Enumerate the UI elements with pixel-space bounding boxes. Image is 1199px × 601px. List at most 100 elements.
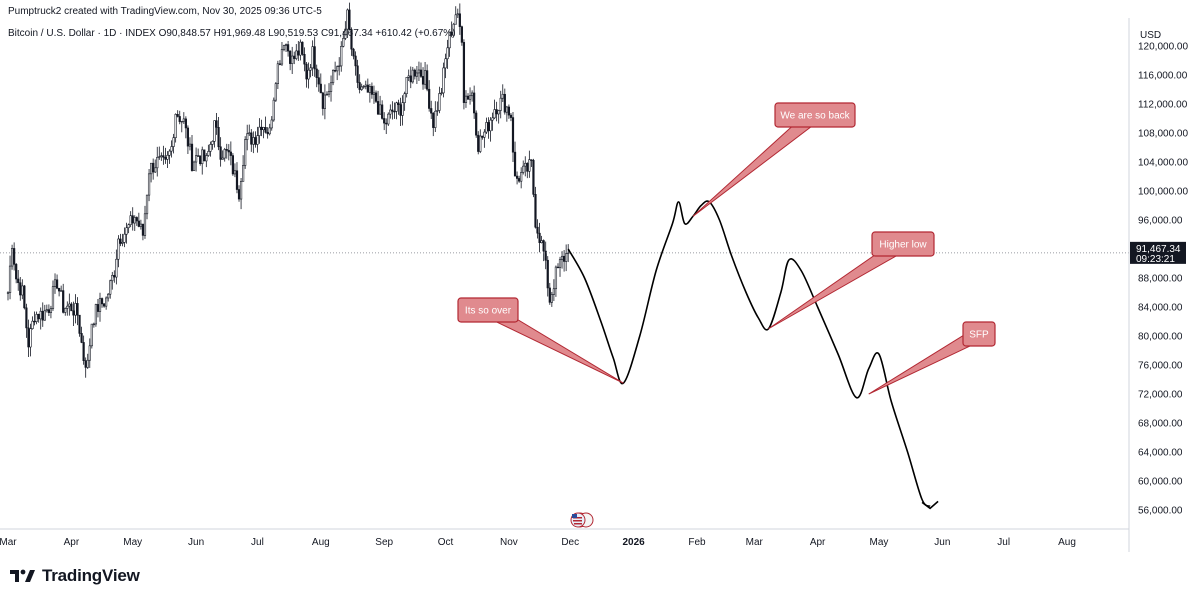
candle-body	[309, 67, 312, 71]
candle-body	[264, 127, 267, 133]
candle-body	[499, 97, 502, 111]
candle-body	[483, 131, 486, 138]
candle-body	[150, 162, 153, 175]
candle-body	[462, 42, 466, 103]
candle-body	[558, 259, 562, 268]
candle-body	[246, 133, 249, 140]
candle-body	[19, 282, 22, 296]
candle-body	[272, 99, 275, 121]
candle-body	[13, 248, 16, 265]
candle-body	[121, 242, 124, 244]
candle-body	[252, 137, 255, 145]
candle-body	[21, 285, 24, 296]
candle-body	[51, 286, 55, 309]
candle-body	[258, 126, 261, 136]
candle-body	[133, 217, 136, 224]
candle-body	[395, 102, 398, 112]
candle-body	[33, 320, 36, 323]
candle-body	[154, 167, 157, 173]
annotation-box	[871, 231, 935, 257]
candle-body	[10, 248, 14, 267]
candle-body	[560, 255, 564, 260]
price-axis-currency: USD	[1140, 30, 1161, 41]
candle-body	[411, 69, 414, 83]
candle-body	[299, 41, 302, 56]
candle-body	[542, 240, 545, 252]
candle-body	[530, 159, 533, 161]
x-tick-label: Nov	[500, 537, 518, 548]
candle-body	[546, 259, 549, 289]
candle-body	[540, 240, 543, 243]
candle-body	[534, 194, 537, 228]
candle-body	[442, 67, 445, 94]
annotation-callout[interactable]: SFP	[868, 321, 996, 395]
candle-body	[505, 106, 508, 113]
candle-body	[460, 26, 463, 43]
candle-body	[237, 189, 241, 200]
candle-body	[276, 63, 279, 84]
candle-body	[323, 94, 326, 109]
candle-body	[303, 54, 306, 65]
candle-body	[336, 66, 339, 72]
candle-body	[55, 279, 59, 289]
candle-body	[84, 360, 87, 368]
candle-body	[182, 118, 185, 122]
candle-body	[344, 28, 347, 39]
x-tick-label: May	[123, 537, 142, 548]
candle-body	[434, 110, 437, 128]
candle-body	[513, 151, 517, 177]
candle-body	[68, 303, 71, 307]
projection-path	[567, 200, 931, 508]
candle-body	[489, 119, 492, 132]
candle-body	[319, 83, 322, 94]
candle-body	[119, 238, 122, 244]
candle-body	[109, 280, 112, 295]
candle-body	[166, 154, 169, 160]
x-tick-label: Apr	[810, 537, 826, 548]
projection-arrowhead	[921, 500, 939, 510]
candle-body	[556, 266, 560, 269]
candle-body	[405, 77, 408, 95]
candle-body	[436, 110, 439, 112]
candle-body	[391, 109, 394, 112]
annotation-box	[962, 321, 996, 347]
candle-body	[356, 65, 359, 83]
candle-body	[147, 173, 151, 196]
annotation-callout[interactable]: Higher low	[768, 231, 935, 330]
candle-body	[60, 290, 63, 292]
candle-body	[82, 342, 85, 362]
candle-body	[192, 161, 196, 171]
annotation-callout[interactable]: We are so back	[692, 102, 856, 217]
candle-body	[487, 122, 490, 132]
y-tick-label: 104,000.00	[1138, 158, 1188, 169]
candle-body	[188, 143, 192, 147]
candle-body	[70, 303, 73, 312]
candle-body	[94, 304, 98, 325]
candle-body	[47, 309, 50, 313]
candle-body	[66, 305, 69, 309]
candle-body	[250, 132, 253, 145]
candle-body	[35, 313, 38, 322]
candle-body	[466, 95, 470, 100]
candle-body	[131, 215, 134, 224]
candle-body	[526, 162, 529, 172]
x-tick-label: Mar	[0, 537, 17, 548]
candle-body	[401, 102, 404, 116]
candle-body	[186, 127, 190, 147]
candle-body	[160, 155, 163, 157]
annotation-callout[interactable]: Its so over	[457, 297, 624, 384]
candle-body	[262, 127, 265, 131]
candle-body	[501, 93, 504, 99]
candle-body	[137, 220, 140, 227]
x-tick-label: Aug	[312, 537, 330, 548]
candle-body	[139, 223, 142, 227]
chart-attribution: Pumptruck2 created with TradingView.com,…	[8, 6, 322, 17]
candle-body	[515, 175, 519, 179]
tradingview-logo[interactable]: TradingView	[10, 566, 140, 586]
candle-body	[518, 178, 521, 182]
candle-body	[532, 160, 535, 195]
us-flag-icon[interactable]	[570, 512, 594, 528]
candle-body	[274, 83, 277, 101]
candle-body	[464, 95, 468, 103]
